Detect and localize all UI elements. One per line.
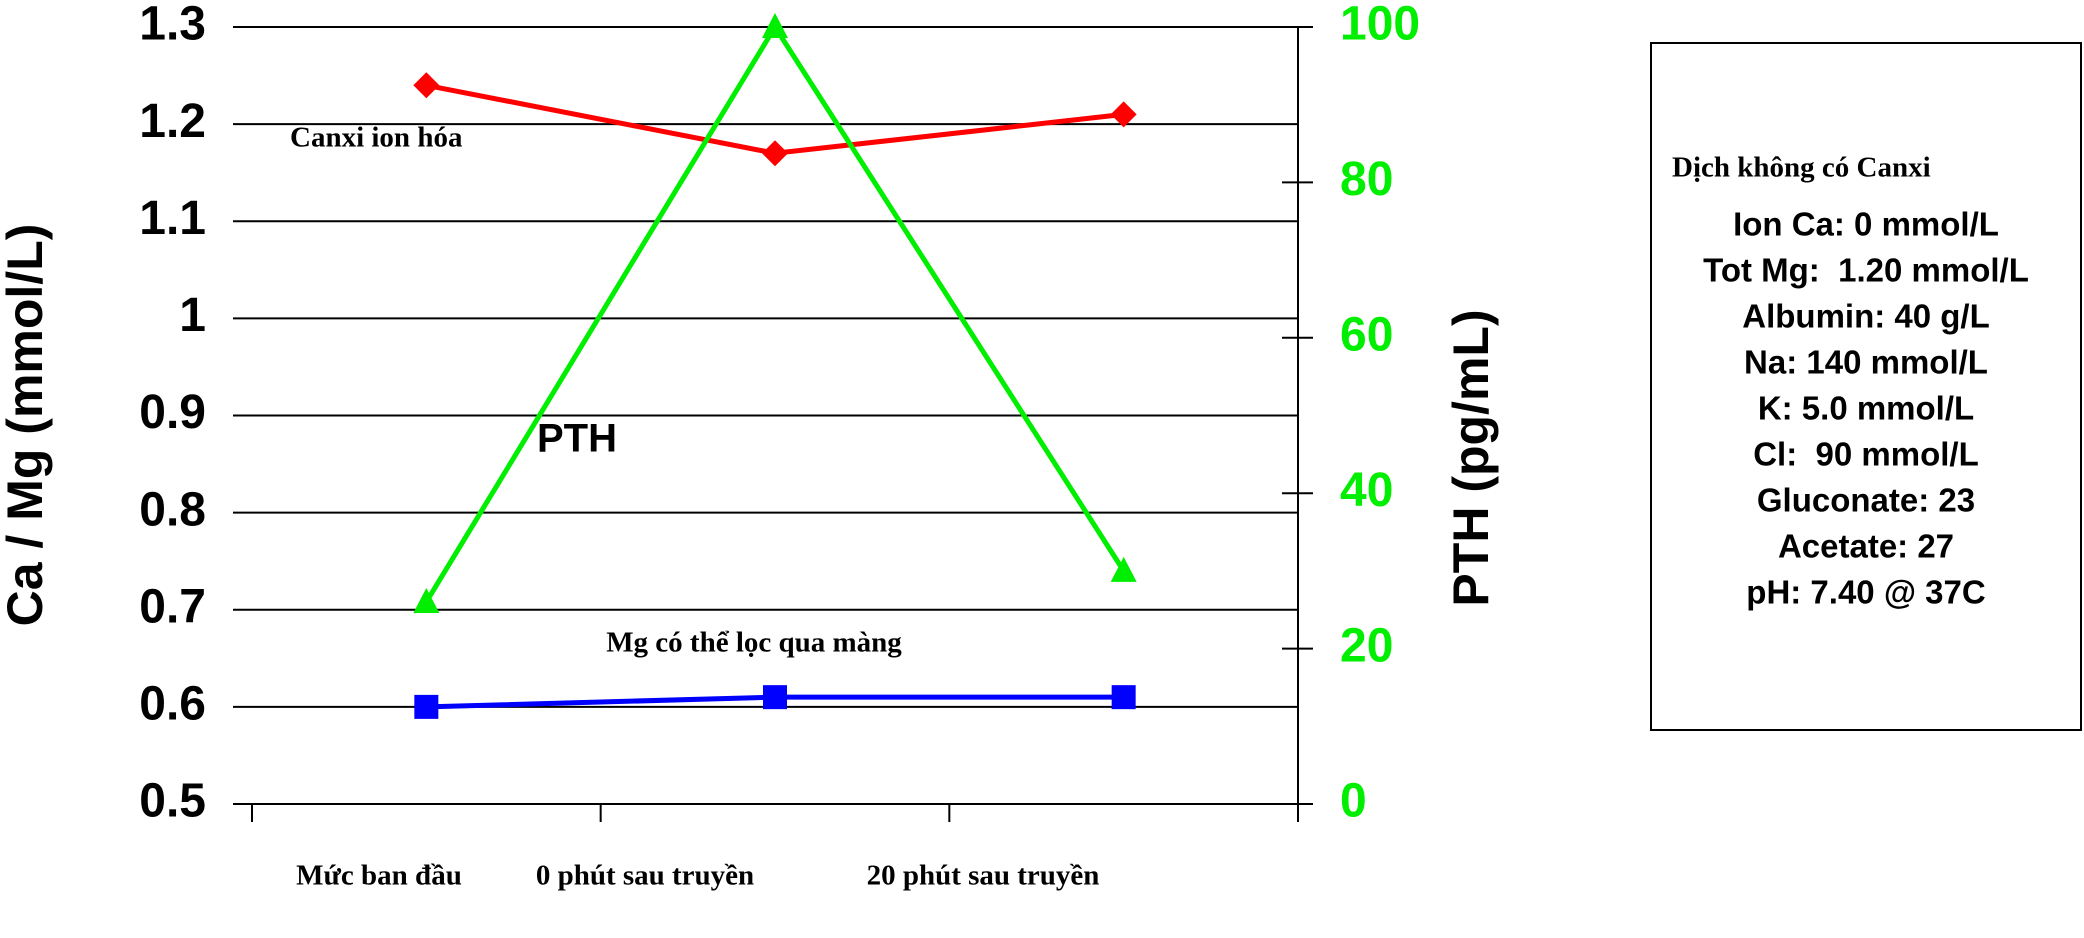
y-tick-label: 0.9 — [139, 386, 206, 439]
y-tick-label: 1.3 — [139, 0, 206, 51]
y2-tick-label: 100 — [1340, 0, 1420, 51]
point — [1110, 556, 1137, 582]
y-tick-label: 1.2 — [139, 95, 206, 148]
y-tick-label: 0.5 — [139, 775, 206, 828]
series-label: Canxi ion hóa — [290, 122, 463, 154]
y-tick-label: 1.1 — [139, 192, 206, 245]
point — [762, 140, 788, 167]
y-tick-label: 0.7 — [139, 580, 206, 633]
y2-tick-label: 0 — [1340, 775, 1367, 828]
point — [1110, 101, 1137, 128]
series-label: PTH — [537, 417, 617, 461]
y2-tick-label: 20 — [1340, 619, 1393, 672]
info-box-title: Dịch không có Canxi — [1672, 152, 1931, 184]
info-line: Tot Mg: 1.20 mmol/L — [1703, 252, 2029, 289]
series-line — [424, 22, 1126, 604]
x-tick-label: Mức ban đầu — [296, 860, 462, 892]
info-line: Albumin: 40 g/L — [1742, 298, 1990, 335]
y2-axis-title: PTH (pg/mL) — [1443, 309, 1499, 606]
y-tick-label: 0.8 — [139, 483, 206, 536]
info-line: pH: 7.40 @ 37C — [1746, 574, 1985, 611]
info-line: Acetate: 27 — [1778, 528, 1954, 565]
series-label: Mg có thể lọc qua màng — [606, 627, 902, 659]
point — [763, 685, 787, 710]
info-line: Gluconate: 23 — [1757, 482, 1975, 519]
point — [413, 72, 440, 99]
info-line: Ion Ca: 0 mmol/L — [1733, 206, 1999, 243]
point — [1111, 685, 1136, 710]
point — [762, 13, 788, 38]
point — [413, 587, 440, 613]
x-tick-label: 0 phút sau truyền — [536, 860, 754, 892]
info-line: Cl: 90 mmol/L — [1753, 436, 1979, 473]
info-line: Na: 140 mmol/L — [1744, 344, 1988, 381]
point — [414, 694, 439, 719]
y-axis-title: Ca / Mg (mmol/L) — [0, 224, 53, 627]
y2-tick-label: 60 — [1340, 308, 1393, 361]
x-tick-label: 20 phút sau truyền — [867, 860, 1100, 892]
y-tick-label: 1 — [179, 289, 206, 342]
info-line: K: 5.0 mmol/L — [1758, 390, 1974, 427]
info-box — [1650, 42, 2082, 731]
y-tick-label: 0.6 — [139, 678, 206, 731]
y2-tick-label: 40 — [1340, 464, 1393, 517]
y2-tick-label: 80 — [1340, 153, 1393, 206]
